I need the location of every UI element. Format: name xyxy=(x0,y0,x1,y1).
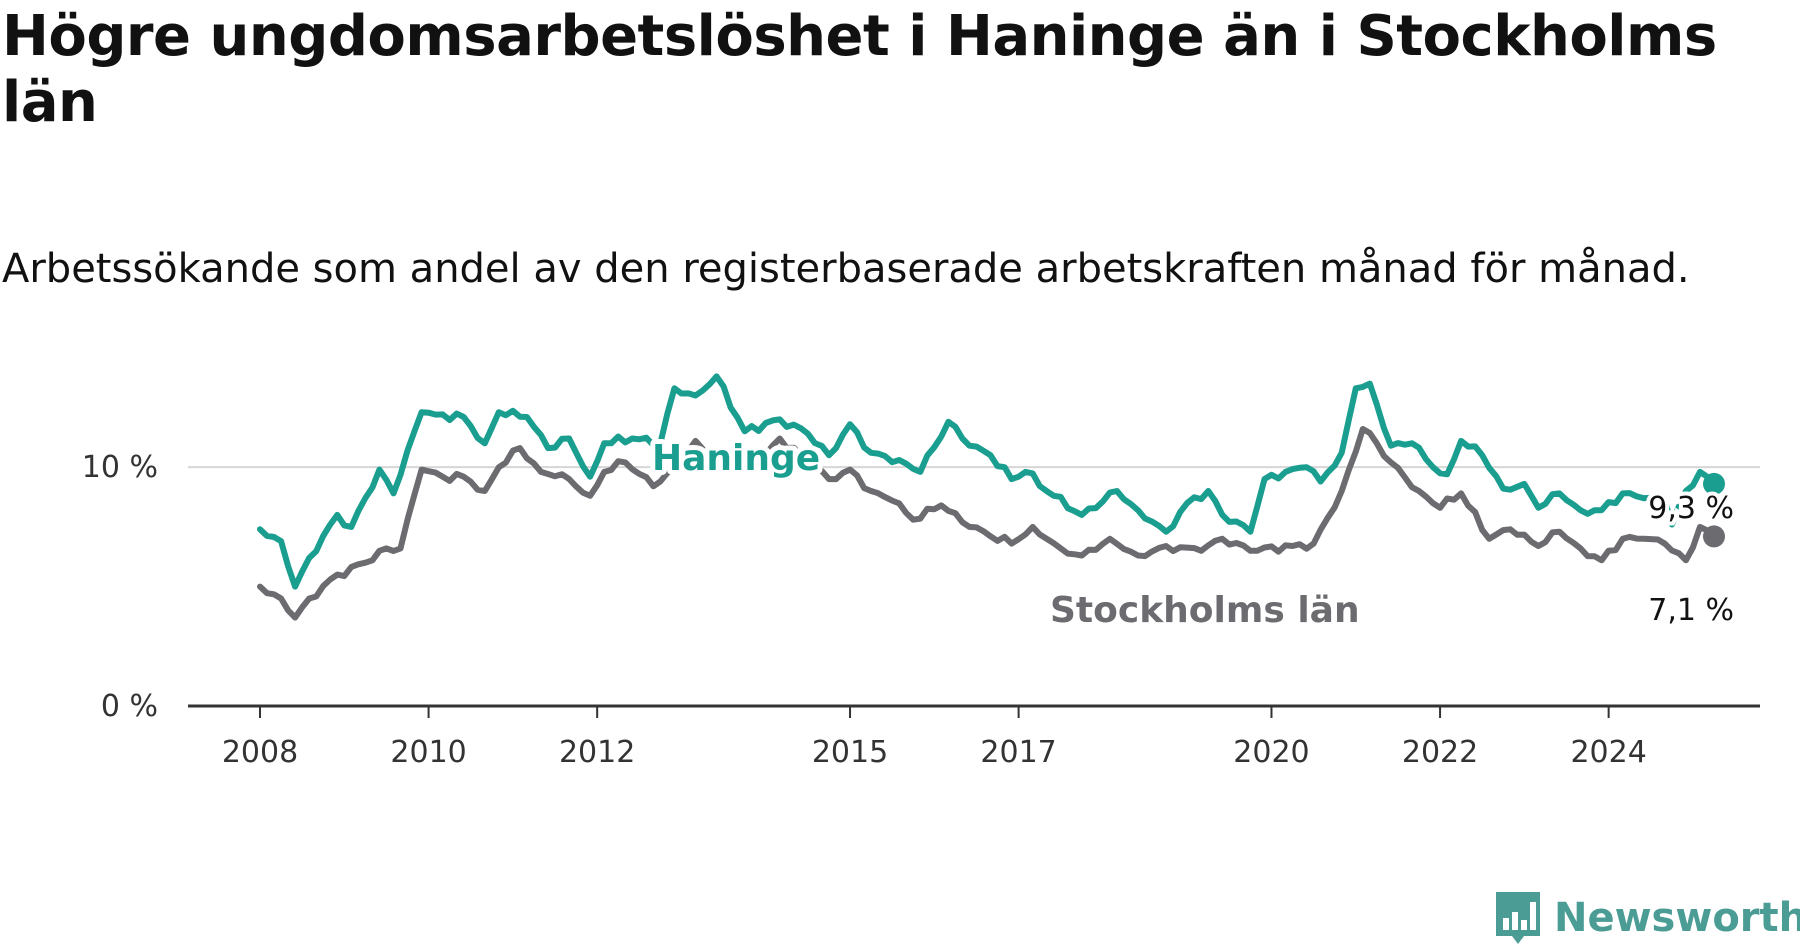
label-layer: Haninge Stockholms län 9,3 % 7,1 % xyxy=(647,433,1738,636)
grid-layer xyxy=(188,466,1760,708)
series-label-haninge: Haninge xyxy=(652,438,820,479)
x-tick-label-2008: 2008 xyxy=(222,735,298,770)
end-label-stockholms-lan: 7,1 % xyxy=(1648,593,1734,628)
x-axis-ticks: 2008 2010 2012 2015 2017 2020 2022 2024 xyxy=(222,706,1647,770)
chart-subtitle: Arbetssökande som andel av den registerb… xyxy=(2,246,1690,292)
y-tick-label-10: 10 % xyxy=(82,450,158,485)
end-label-haninge: 9,3 % xyxy=(1648,491,1734,526)
series-end-point-haninge xyxy=(1703,472,1725,495)
series-end-point-stockholms-län xyxy=(1703,525,1725,548)
series-label-stockholms-lan: Stockholms län xyxy=(1050,590,1360,631)
newsworthy-logo-text: Newsworthy xyxy=(1554,895,1800,941)
x-tick-label-2010: 2010 xyxy=(390,735,466,770)
newsworthy-logo-icon xyxy=(1496,892,1540,944)
series-line-haninge xyxy=(257,373,1717,590)
x-tick-label-2024: 2024 xyxy=(1570,735,1646,770)
series-layer xyxy=(257,373,1725,621)
x-tick-label-2012: 2012 xyxy=(559,735,635,770)
chart-title: Högre ungdomsarbetslöshet i Haninge än i… xyxy=(2,4,1717,135)
x-tick-label-2022: 2022 xyxy=(1402,735,1478,770)
series-line-stockholms-län xyxy=(257,426,1717,621)
x-tick-label-2020: 2020 xyxy=(1233,735,1309,770)
newsworthy-logo: Newsworthy xyxy=(1494,890,1800,946)
y-axis-ticks: 0 % 10 % xyxy=(82,450,158,724)
x-tick-label-2015: 2015 xyxy=(812,735,888,770)
x-tick-label-2017: 2017 xyxy=(980,735,1056,770)
y-tick-label-0: 0 % xyxy=(101,689,158,724)
